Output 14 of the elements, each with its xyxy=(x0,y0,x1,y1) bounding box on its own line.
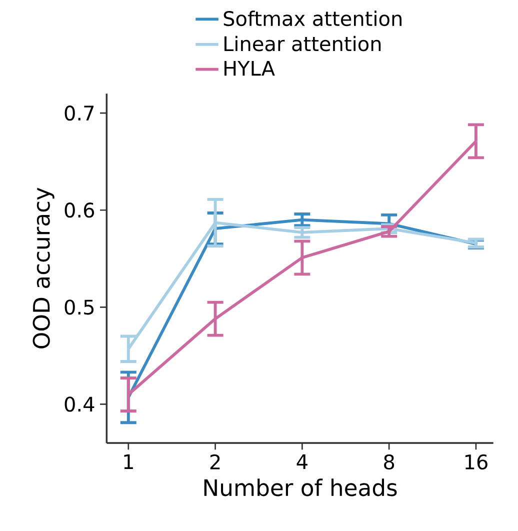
y-tick-label: 0.7 xyxy=(64,106,94,121)
y-axis-title: OOD accuracy xyxy=(32,188,54,348)
y-tick-label: 0.6 xyxy=(64,202,94,218)
legend-label: HYLA xyxy=(224,61,275,76)
x-tick-label: 1 xyxy=(124,454,133,469)
legend-label: Softmax attention xyxy=(224,10,402,26)
x-axis-title: Number of heads xyxy=(204,478,397,496)
x-tick-label: 8 xyxy=(384,454,394,470)
x-tick-label: 2 xyxy=(210,454,220,470)
y-tick-label: 0.5 xyxy=(64,300,94,315)
y-tick-label: 0.4 xyxy=(64,396,94,412)
x-tick-label: 16 xyxy=(465,454,488,470)
legend-label: Linear attention xyxy=(224,36,381,52)
x-tick-label: 4 xyxy=(296,454,308,469)
